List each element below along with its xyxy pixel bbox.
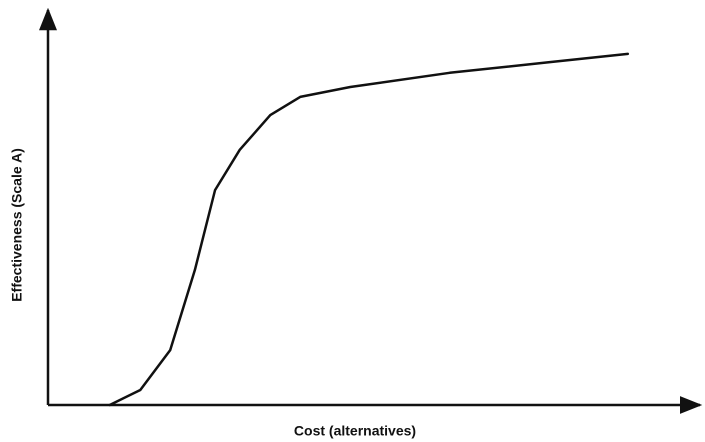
- y-axis-label: Effectiveness (Scale A): [9, 148, 25, 302]
- x-axis-label: Cost (alternatives): [294, 423, 416, 439]
- curve: [108, 52, 630, 407]
